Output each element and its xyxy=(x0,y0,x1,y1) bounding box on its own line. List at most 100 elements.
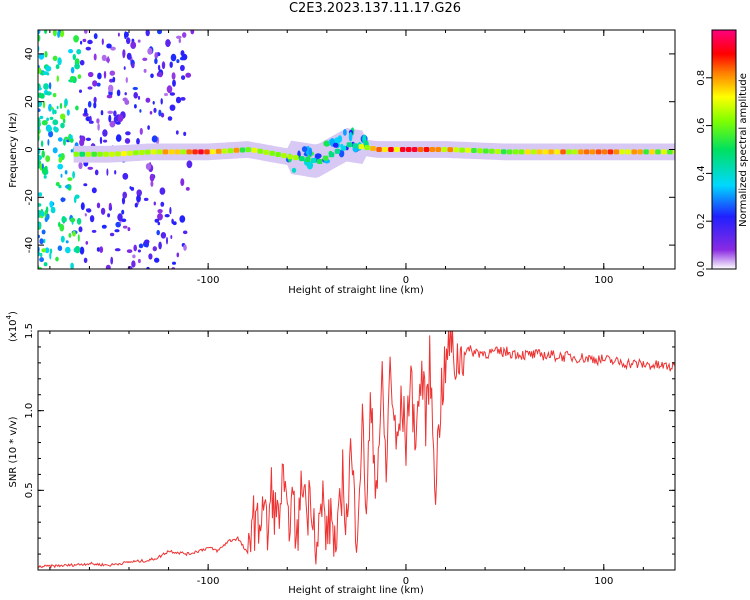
noise-speckle xyxy=(115,221,121,228)
noise-speckle xyxy=(38,67,42,74)
ridge-segment xyxy=(180,149,186,155)
noise-speckle xyxy=(153,201,156,206)
ridge-segment xyxy=(566,149,572,155)
noise-speckle xyxy=(124,92,127,96)
noise-speckle xyxy=(100,207,106,215)
ridge-segment xyxy=(400,147,406,152)
ridge-segment xyxy=(518,149,525,155)
noise-speckle xyxy=(158,241,162,250)
noise-speckle xyxy=(152,101,155,105)
noise-speckle xyxy=(126,249,133,254)
noise-speckle xyxy=(41,150,45,158)
noise-speckle xyxy=(180,50,185,57)
noise-speckle xyxy=(93,53,97,61)
noise-speckle xyxy=(55,256,59,262)
noise-speckle xyxy=(133,244,137,252)
noise-speckle xyxy=(151,135,158,143)
noise-speckle xyxy=(123,66,126,70)
noise-speckle xyxy=(127,227,131,232)
noise-speckle xyxy=(38,30,41,35)
noise-speckle xyxy=(60,173,63,178)
noise-speckle xyxy=(52,30,57,37)
noise-speckle xyxy=(64,170,68,175)
noise-speckle xyxy=(172,261,176,265)
noise-speckle xyxy=(157,213,163,221)
noise-speckle xyxy=(50,106,54,110)
noise-speckle xyxy=(38,117,41,124)
noise-speckle xyxy=(52,147,58,154)
noise-speckle xyxy=(79,89,82,93)
noise-speckle xyxy=(131,63,135,69)
noise-speckle xyxy=(39,115,44,120)
noise-speckle xyxy=(117,213,123,222)
noise-speckle xyxy=(180,97,186,101)
y-multiplier-label: (x104) xyxy=(5,311,19,342)
ridge-segment xyxy=(322,155,329,161)
top-x-ticks: -100 0 100 xyxy=(49,30,644,286)
noise-speckle xyxy=(121,197,126,205)
ridge-segment xyxy=(233,147,240,153)
noise-speckle xyxy=(62,118,66,124)
noise-speckle xyxy=(170,53,177,62)
noise-speckle xyxy=(87,86,93,90)
ridge-segment xyxy=(281,153,287,159)
noise-speckle xyxy=(183,244,187,251)
noise-speckle xyxy=(166,236,168,245)
ridge-segment xyxy=(204,149,210,155)
noise-speckle xyxy=(145,163,152,170)
noise-speckle xyxy=(56,75,59,82)
ridge-segment xyxy=(263,149,269,155)
noise-speckle xyxy=(60,197,66,202)
noise-speckle xyxy=(60,235,65,243)
noise-speckle xyxy=(122,49,126,57)
noise-speckle xyxy=(87,166,94,170)
noise-speckle xyxy=(85,241,89,245)
noise-speckle xyxy=(103,139,108,143)
noise-speckle xyxy=(78,226,83,233)
x-tick-label: 100 xyxy=(594,576,613,587)
noise-speckle xyxy=(180,64,185,72)
noise-speckle xyxy=(97,72,102,80)
ridge-segment xyxy=(156,149,163,155)
noise-speckle xyxy=(77,234,80,242)
ridge-segment xyxy=(121,151,127,157)
noise-speckle xyxy=(154,52,158,59)
ridge-segment xyxy=(97,151,103,157)
bottom-y-ticks: 0.5 1.0 1.5 xyxy=(24,323,675,555)
ridge-blob xyxy=(348,131,353,142)
noise-speckle xyxy=(132,86,138,91)
noise-speckle xyxy=(164,214,170,218)
noise-speckle xyxy=(134,104,137,109)
noise-speckle xyxy=(65,246,71,254)
ridge-segment xyxy=(109,151,115,157)
noise-speckle xyxy=(44,51,48,58)
page-title: C2E3.2023.137.11.17.G26 xyxy=(288,1,462,16)
noise-speckle xyxy=(147,125,150,130)
noise-speckle xyxy=(137,39,141,43)
noise-speckle xyxy=(59,223,65,232)
noise-speckle xyxy=(185,72,192,78)
noise-speckle xyxy=(61,216,66,223)
ridge-segment xyxy=(186,149,192,155)
ridge-segment xyxy=(489,148,495,154)
ridge-segment xyxy=(673,149,675,155)
snr-series-line xyxy=(38,331,675,569)
noise-speckle xyxy=(116,89,121,97)
top-y-axis-label: Frequency (Hz) xyxy=(8,112,19,188)
noise-speckle xyxy=(68,49,74,54)
noise-speckle xyxy=(171,72,176,80)
noise-speckle xyxy=(169,206,172,215)
ridge-segment xyxy=(358,144,364,150)
ridge-blob xyxy=(332,142,339,148)
noise-speckle xyxy=(125,131,131,136)
noise-speckle xyxy=(41,211,45,217)
noise-speckle xyxy=(57,163,64,170)
noise-speckle xyxy=(154,257,160,263)
noise-speckle xyxy=(134,202,138,208)
noise-speckle xyxy=(167,116,173,121)
noise-speckle xyxy=(159,187,166,195)
ridge-segment xyxy=(495,149,501,154)
low-altitude-noise xyxy=(38,30,195,269)
ridge-segment xyxy=(560,149,566,155)
ridge-segment xyxy=(589,149,596,155)
